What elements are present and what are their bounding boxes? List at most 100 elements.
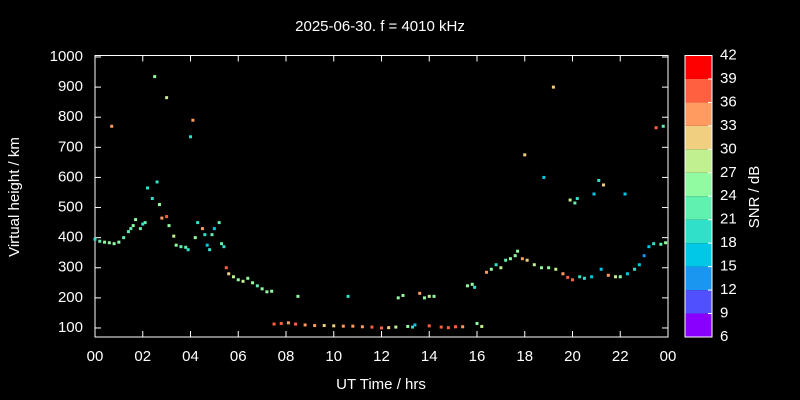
point — [394, 325, 398, 329]
colorbar-tick-label: 30 — [720, 140, 737, 157]
point — [380, 326, 383, 330]
point — [98, 239, 102, 243]
y-tick-label: 200 — [58, 289, 83, 306]
point — [542, 175, 546, 179]
point — [191, 118, 195, 122]
point — [613, 275, 617, 279]
x-tick-label: 22 — [612, 348, 629, 365]
colorbar-label: SNR / dB — [746, 166, 763, 229]
point — [126, 230, 130, 234]
point — [107, 241, 111, 245]
point — [296, 294, 300, 298]
point — [351, 324, 355, 328]
point — [499, 266, 503, 270]
point — [167, 224, 171, 228]
point — [294, 322, 298, 326]
point — [112, 242, 116, 246]
point — [387, 326, 391, 330]
point — [138, 227, 142, 231]
x-axis-label: UT Time / hrs — [336, 376, 426, 393]
point — [664, 241, 668, 245]
point — [165, 96, 169, 100]
x-tick-label: 16 — [469, 348, 486, 365]
colorbar-band — [685, 266, 712, 291]
colorbar-band — [685, 125, 712, 150]
point — [473, 285, 477, 289]
point — [427, 294, 431, 298]
plot-frame — [94, 55, 669, 338]
point — [401, 293, 405, 297]
point — [227, 272, 231, 276]
point — [489, 267, 493, 271]
point — [406, 324, 410, 328]
point — [208, 248, 212, 252]
point — [427, 324, 431, 328]
x-tick-label: 04 — [182, 348, 199, 365]
point — [341, 324, 345, 328]
y-tick-label: 100 — [58, 319, 83, 336]
x-tick-label: 06 — [230, 348, 247, 365]
point — [606, 273, 610, 277]
point — [494, 263, 498, 267]
point — [141, 222, 145, 226]
colorbar-tick-label: 24 — [720, 187, 737, 204]
point — [150, 197, 154, 201]
point — [174, 243, 178, 247]
point — [200, 227, 204, 231]
point — [602, 183, 606, 187]
y-tick-label: 600 — [58, 168, 83, 185]
point — [578, 275, 582, 279]
point — [573, 201, 577, 205]
point — [575, 197, 579, 201]
point — [179, 245, 183, 249]
point — [568, 198, 572, 202]
point — [165, 215, 169, 219]
point — [236, 278, 240, 282]
colorbar-tick-label: 27 — [720, 164, 737, 181]
point — [131, 224, 135, 228]
point — [561, 272, 565, 276]
colorbar-tick-label: 6 — [720, 328, 728, 345]
point — [255, 284, 259, 288]
colorbar-tick-label: 12 — [720, 281, 737, 298]
point — [313, 324, 317, 328]
point — [461, 325, 465, 329]
colorbar-tick-label: 21 — [720, 211, 737, 228]
point — [155, 180, 159, 184]
point — [153, 75, 157, 79]
point — [475, 321, 479, 325]
point — [582, 276, 586, 280]
point — [508, 257, 512, 261]
point — [224, 266, 228, 270]
point — [513, 254, 517, 258]
point — [654, 126, 658, 130]
colorbar-tick-label: 36 — [720, 93, 737, 110]
y-tick-label: 500 — [58, 199, 83, 216]
point — [332, 324, 336, 328]
point — [539, 266, 543, 270]
x-tick-label: 08 — [278, 348, 295, 365]
colorbar-band — [685, 313, 712, 337]
point — [599, 267, 603, 271]
point — [303, 323, 307, 327]
point — [251, 281, 255, 285]
x-tick-label: 14 — [421, 348, 438, 365]
point — [186, 248, 190, 252]
colorbar-tick-label: 42 — [720, 46, 737, 63]
point — [551, 85, 555, 89]
y-tick-label: 300 — [58, 259, 83, 276]
point — [260, 287, 264, 291]
point — [647, 245, 651, 249]
x-tick-label: 02 — [134, 348, 151, 365]
point — [659, 242, 663, 246]
point — [189, 135, 192, 139]
point — [525, 258, 529, 262]
point — [210, 233, 214, 237]
colorbar-band — [685, 55, 712, 79]
point — [360, 325, 364, 329]
point — [633, 267, 637, 271]
point — [270, 289, 274, 293]
point — [480, 324, 484, 328]
point — [222, 245, 226, 249]
